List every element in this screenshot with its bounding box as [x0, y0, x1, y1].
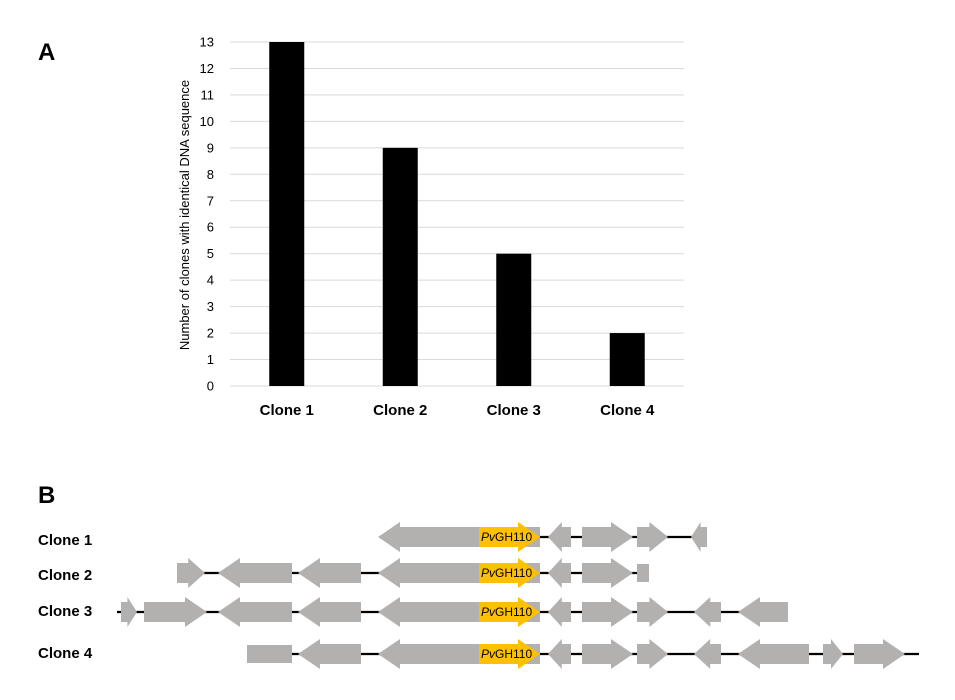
- bar-clone-1: [269, 42, 305, 386]
- gene-arrow: [691, 522, 707, 552]
- bar-clone-2: [382, 147, 418, 386]
- pvgh110-gene: [479, 522, 540, 552]
- gene-arrow: [218, 597, 292, 627]
- gene-arrow: [582, 558, 633, 588]
- gene-arrow: [694, 639, 721, 669]
- y-tick-label: 0: [207, 379, 214, 394]
- pvgh110-label: PvGH110: [481, 566, 532, 580]
- x-tick-label: Clone 4: [600, 402, 655, 419]
- gene-arrow: [298, 558, 361, 588]
- gene-arrow: [247, 645, 292, 663]
- pvgh110-label: PvGH110: [481, 530, 532, 544]
- y-tick-label: 6: [207, 220, 214, 235]
- x-tick-labels: Clone 1 Clone 2 Clone 3 Clone 4: [260, 402, 655, 419]
- y-axis-label: Number of clones with identical DNA sequ…: [177, 80, 192, 350]
- gene-arrow: [637, 597, 668, 627]
- gene-arrow: [854, 639, 905, 669]
- y-tick-label: 2: [207, 326, 214, 341]
- y-tick-label: 4: [207, 273, 214, 288]
- row-label-clone-2: Clone 2: [38, 567, 92, 584]
- y-tick-label: 8: [207, 167, 214, 182]
- y-tick-label: 11: [201, 87, 215, 102]
- y-tick-label: 1: [207, 352, 214, 367]
- gene-arrow: [121, 597, 137, 627]
- gene-arrow: [582, 597, 633, 627]
- track-clone-3: PvGH110: [117, 597, 788, 627]
- gene-arrow: [548, 597, 571, 627]
- pvgh110-gene: [479, 639, 540, 669]
- track-clone-1: PvGH110: [378, 522, 707, 552]
- y-tick-label: 5: [207, 246, 214, 261]
- gene-arrow: [582, 522, 633, 552]
- bars: [269, 42, 645, 386]
- gene-cluster-diagram: Clone 1 Clone 2 Clone 3 Clone 4 PvGH110P…: [38, 522, 919, 669]
- y-tick-label: 10: [200, 114, 214, 129]
- gene-arrow: [298, 597, 361, 627]
- row-label-clone-1: Clone 1: [38, 532, 92, 549]
- gene-arrow: [298, 639, 361, 669]
- gene-arrow: [823, 639, 843, 669]
- y-tick-label: 9: [207, 140, 214, 155]
- gene-arrow: [548, 639, 571, 669]
- y-tick-label: 12: [200, 61, 214, 76]
- gene-arrow: [738, 639, 809, 669]
- y-tick-label: 7: [207, 193, 214, 208]
- pvgh110-label: PvGH110: [481, 605, 532, 619]
- gene-arrow: [582, 639, 633, 669]
- x-tick-label: Clone 3: [487, 402, 541, 419]
- gene-arrow: [144, 597, 207, 627]
- bar-clone-4: [609, 333, 645, 386]
- gene-arrow: [637, 639, 668, 669]
- grid-lines: [230, 41, 684, 387]
- y-tick-label: 13: [200, 35, 214, 50]
- y-tick-label: 3: [207, 299, 214, 314]
- x-tick-label: Clone 1: [260, 402, 314, 419]
- row-label-clone-4: Clone 4: [38, 645, 93, 662]
- pvgh110-gene: [479, 558, 540, 588]
- gene-arrow: [548, 522, 571, 552]
- row-label-clone-3: Clone 3: [38, 603, 92, 620]
- gene-arrow: [548, 558, 571, 588]
- gene-arrow: [694, 597, 721, 627]
- pvgh110-label: PvGH110: [481, 647, 532, 661]
- track-clone-4: PvGH110: [247, 639, 919, 669]
- gene-tracks: PvGH110 PvGH110 PvGH110 PvGH110: [117, 522, 919, 669]
- gene-arrow: [177, 558, 205, 588]
- gene-arrow: [637, 564, 649, 582]
- gene-arrow: [738, 597, 788, 627]
- bar-clone-3: [496, 253, 532, 386]
- gene-arrow: [637, 522, 668, 552]
- x-tick-label: Clone 2: [373, 402, 427, 419]
- panel-a-letter: A: [38, 39, 55, 66]
- pvgh110-gene: [479, 597, 540, 627]
- gene-arrow: [218, 558, 292, 588]
- panel-b-letter: B: [38, 482, 55, 509]
- track-clone-2: PvGH110: [177, 558, 649, 588]
